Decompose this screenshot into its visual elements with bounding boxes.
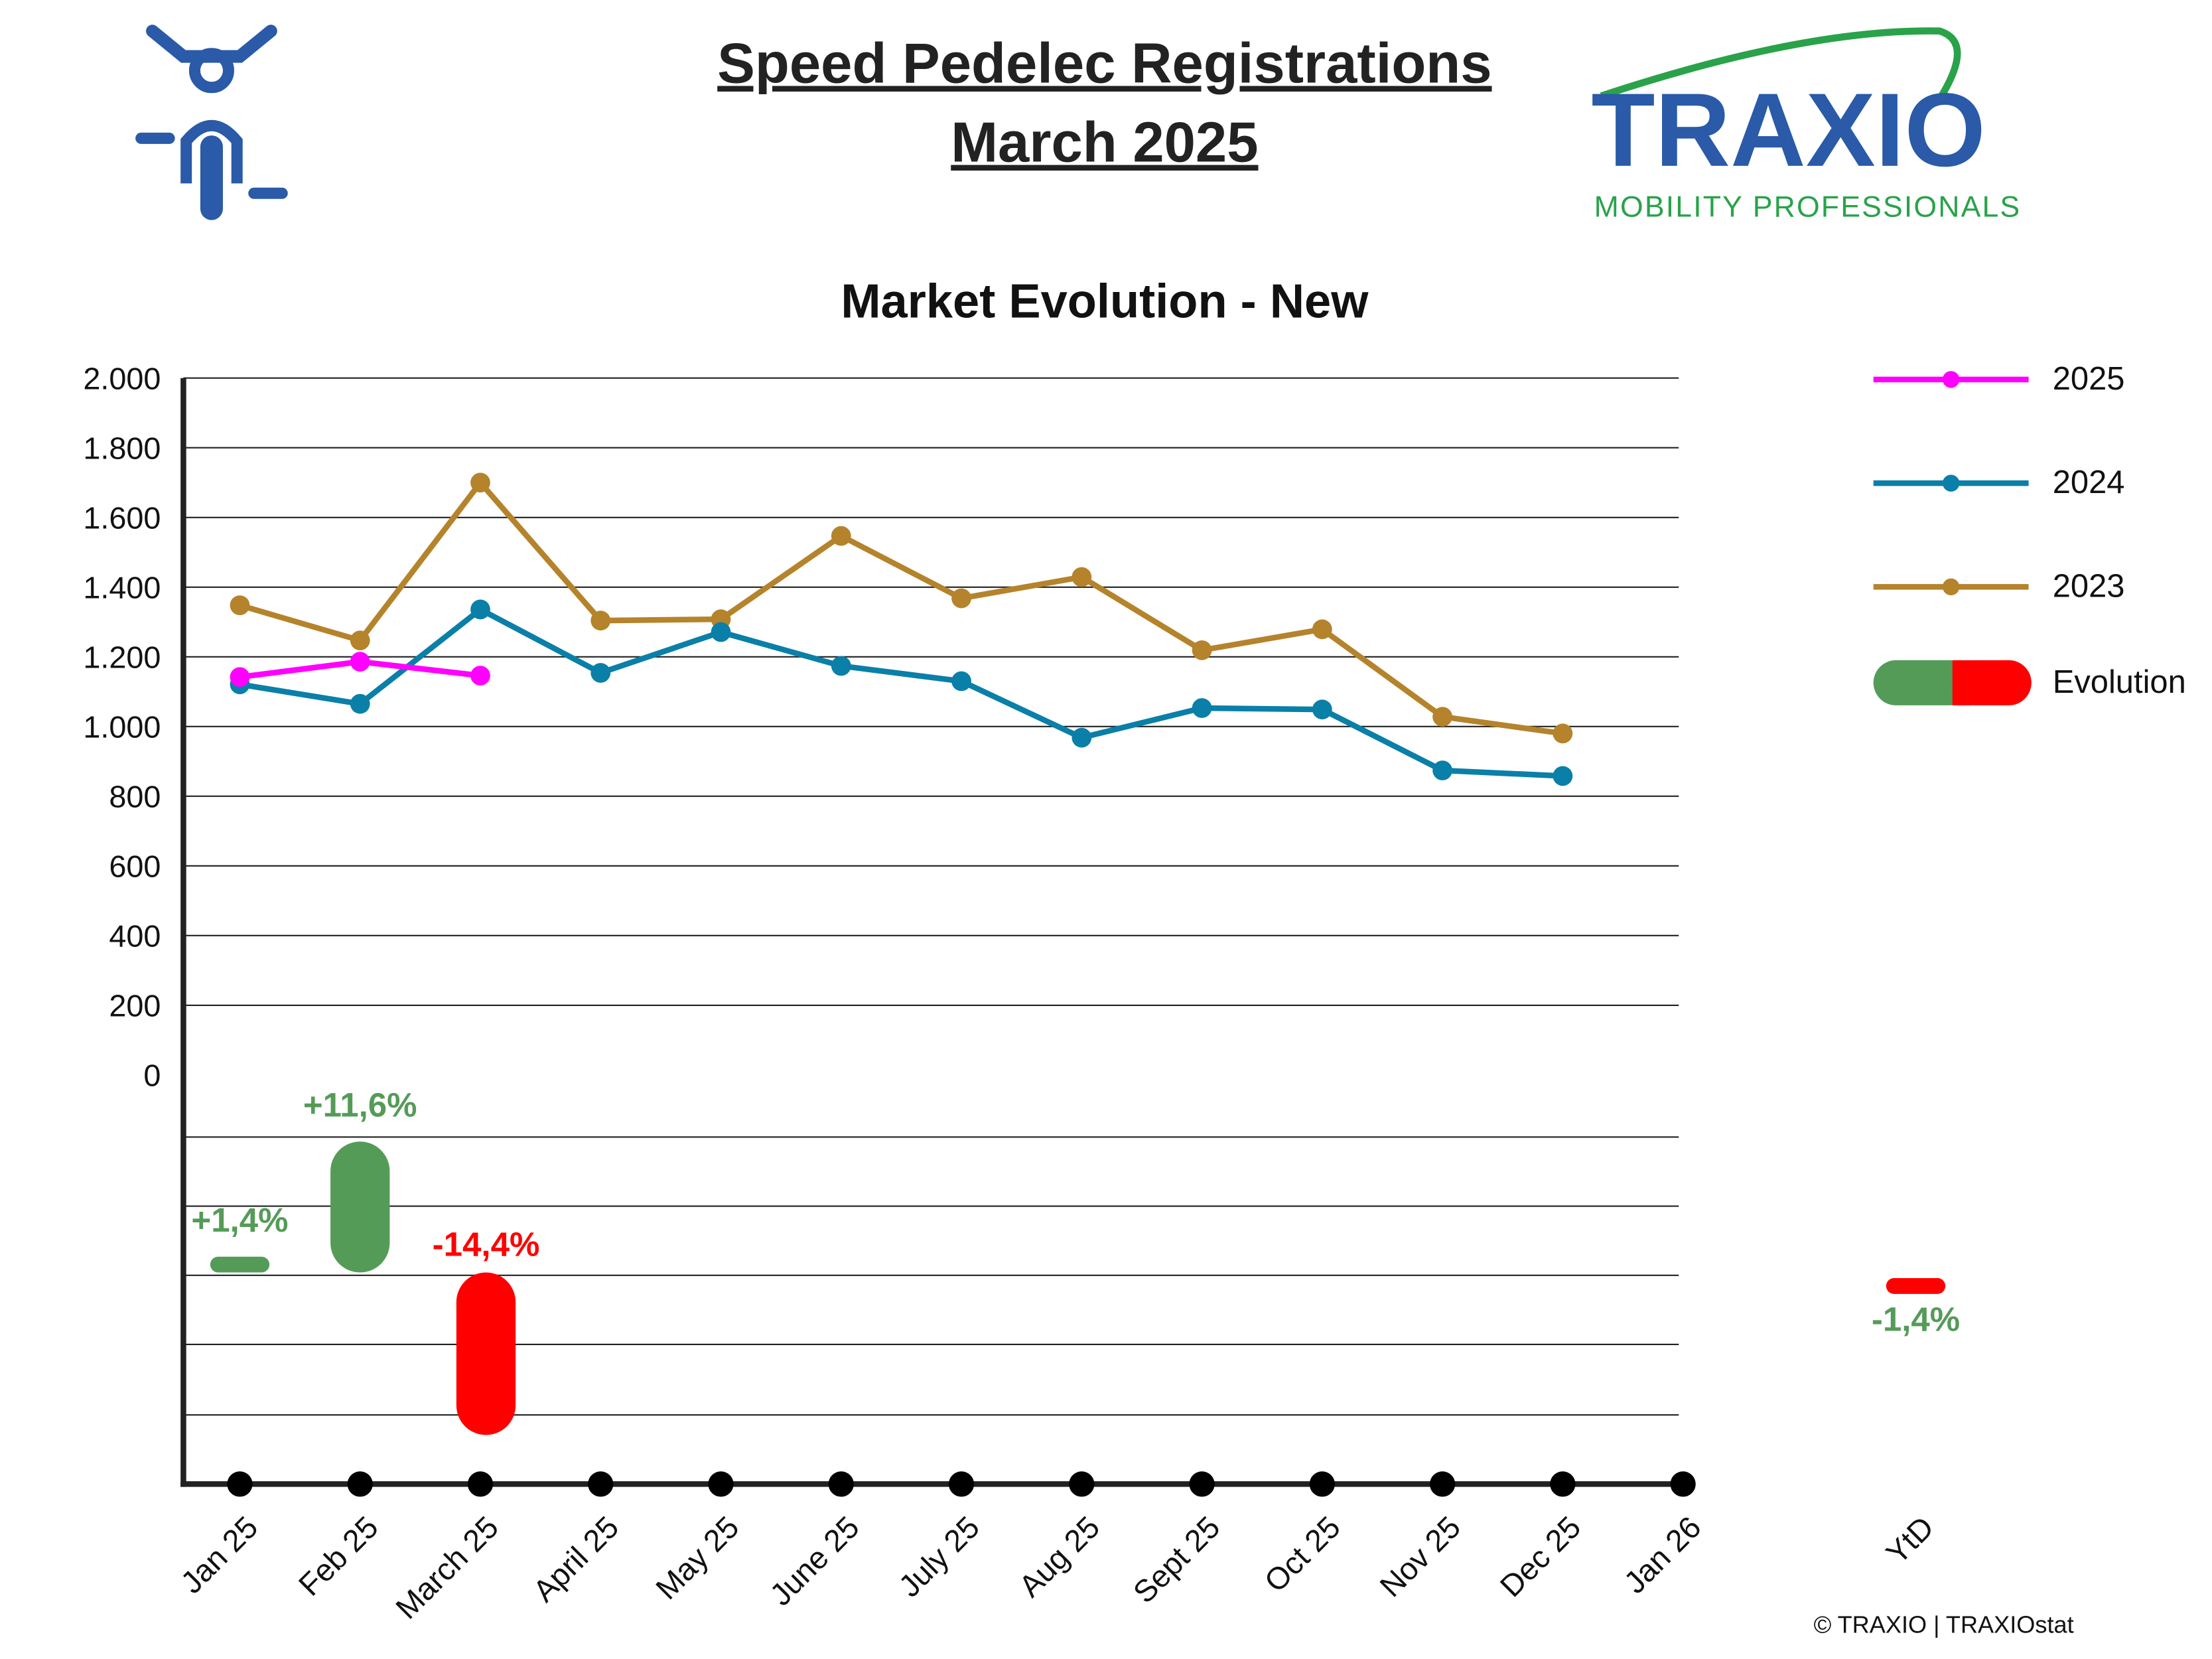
series-point xyxy=(1192,698,1212,718)
series-point xyxy=(470,599,490,620)
x-tick-label: May 25 xyxy=(649,1510,745,1606)
bike-icon xyxy=(135,25,288,220)
x-tick-label: June 25 xyxy=(763,1510,865,1612)
series-point xyxy=(230,595,250,615)
y-tick-label: 2.000 xyxy=(83,361,161,396)
series-point xyxy=(350,693,370,714)
x-axis-dot xyxy=(347,1471,373,1497)
y-tick-label: 800 xyxy=(109,779,161,814)
y-tick-label: 1.800 xyxy=(83,431,161,465)
x-axis-dot xyxy=(948,1471,975,1497)
x-tick-label: Oct 25 xyxy=(1258,1510,1347,1599)
legend-dot xyxy=(1942,371,1960,388)
series-point xyxy=(230,667,250,687)
x-tick-label: Jan 25 xyxy=(174,1510,264,1600)
series-point xyxy=(350,652,370,672)
x-tick-label: Nov 25 xyxy=(1373,1510,1468,1604)
legend-evolution-pos xyxy=(1873,660,1972,705)
x-tick-label: Dec 25 xyxy=(1493,1510,1588,1604)
series-point xyxy=(1071,727,1092,748)
series-point xyxy=(1432,760,1453,780)
series-point xyxy=(1553,766,1573,786)
x-axis-dot xyxy=(1189,1471,1215,1497)
y-tick-label: 400 xyxy=(109,918,161,953)
legend-dot xyxy=(1942,474,1960,492)
evolution-bar xyxy=(330,1141,390,1273)
x-axis-dot xyxy=(1670,1471,1696,1497)
series-point xyxy=(590,611,611,631)
y-tick-label: 600 xyxy=(109,849,161,883)
y-tick-label: 1.400 xyxy=(83,570,161,605)
evolution-bar xyxy=(456,1272,516,1435)
x-axis-dot xyxy=(1309,1471,1335,1497)
series-point xyxy=(1192,640,1212,660)
ytd-value-label: -1,4% xyxy=(1872,1300,1960,1338)
series-line xyxy=(239,478,1563,737)
x-tick-label: YtD xyxy=(1880,1510,1941,1571)
y-tick-label: 1.000 xyxy=(83,709,161,744)
series-point xyxy=(1312,619,1332,640)
series-point xyxy=(1432,707,1453,727)
series-point xyxy=(831,656,851,676)
x-axis-dot xyxy=(467,1471,494,1497)
logo-swoosh xyxy=(1600,27,1961,101)
legend-label: 2025 xyxy=(2053,361,2125,397)
series-point xyxy=(470,666,490,686)
legend-label: 2024 xyxy=(2053,465,2125,500)
legend-evolution-mid xyxy=(1952,660,1972,705)
y-tick-label: 1.200 xyxy=(83,640,161,674)
x-tick-label: Feb 25 xyxy=(292,1510,385,1603)
series-point xyxy=(470,472,490,493)
x-axis-dot xyxy=(227,1471,253,1497)
series-point xyxy=(1071,567,1092,587)
series-point xyxy=(711,622,731,642)
title: Speed Pedelec Registrations xyxy=(717,33,1491,96)
ytd-bar xyxy=(1886,1278,1946,1294)
x-axis-dot xyxy=(708,1471,734,1497)
legend-dot xyxy=(1942,578,1960,596)
y-tick-label: 200 xyxy=(109,988,161,1023)
series-point xyxy=(1553,723,1573,744)
series-point xyxy=(1312,699,1332,719)
legend-label: 2023 xyxy=(2053,568,2125,604)
copyright: © TRAXIO | TRAXIOstat xyxy=(1814,1611,2074,1638)
x-tick-label: Aug 25 xyxy=(1012,1510,1107,1604)
x-axis-dot xyxy=(1429,1471,1456,1497)
x-axis-dot xyxy=(1550,1471,1576,1497)
y-tick-label: 0 xyxy=(143,1058,161,1093)
logo: TRAXIO xyxy=(1591,72,1985,188)
x-tick-label: July 25 xyxy=(892,1510,987,1604)
legend-label: Evolution xyxy=(2053,664,2186,700)
x-tick-label: Sept 25 xyxy=(1127,1510,1227,1610)
y-tick-label: 1.600 xyxy=(83,500,161,535)
logo-tagline: MOBILITY PROFESSIONALS xyxy=(1594,190,2022,223)
series-point xyxy=(951,671,971,691)
evolution-label: -14,4% xyxy=(433,1226,540,1263)
x-tick-label: Jan 26 xyxy=(1618,1510,1708,1600)
x-tick-label: March 25 xyxy=(389,1510,505,1626)
chart-title: Market Evolution - New xyxy=(841,275,1369,328)
series-point xyxy=(951,588,971,609)
evolution-bar xyxy=(210,1256,270,1273)
evolution-label: +1,4% xyxy=(191,1201,288,1239)
series-point xyxy=(831,526,851,546)
evolution-label: +11,6% xyxy=(303,1086,417,1124)
x-axis-dot xyxy=(588,1471,614,1497)
series-point xyxy=(350,630,370,650)
x-tick-label: April 25 xyxy=(526,1510,625,1609)
title: March 2025 xyxy=(951,111,1258,175)
lower-grid xyxy=(183,1136,1679,1416)
series-point xyxy=(590,663,611,683)
x-axis-dot xyxy=(1069,1471,1095,1497)
x-axis-dot xyxy=(828,1471,854,1497)
series-line xyxy=(239,606,1563,779)
